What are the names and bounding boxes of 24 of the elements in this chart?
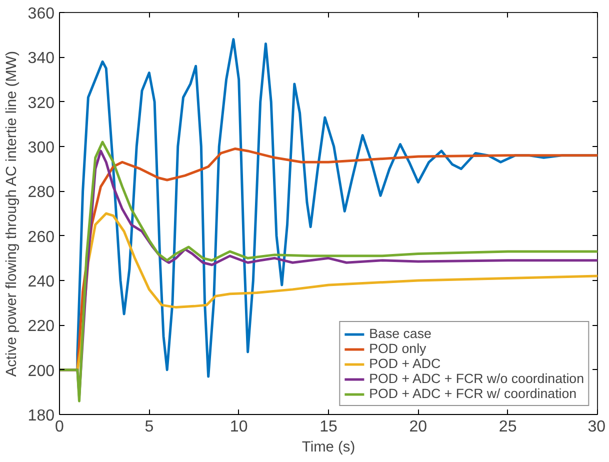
- x-tick-label: 5: [144, 418, 154, 436]
- y-axis-title: Active power flowing through AC intertie line (MW): [4, 50, 20, 377]
- x-tick-label: 10: [230, 418, 248, 436]
- y-tick-label: 360: [28, 6, 55, 22]
- x-axis-title: Time (s): [302, 440, 356, 456]
- y-tick-label: 260: [28, 228, 55, 246]
- legend-label: POD + ADC + FCR w/ coordination: [369, 386, 577, 401]
- y-tick-label: 200: [28, 362, 55, 380]
- legend-label: POD only: [369, 341, 426, 356]
- y-tick-label: 320: [28, 94, 55, 112]
- x-tick-label: 25: [498, 418, 517, 436]
- y-tick-label: 180: [28, 408, 55, 424]
- x-tick-label: 15: [320, 418, 338, 436]
- x-tick-label: 0: [55, 418, 64, 436]
- y-tick-label: 220: [28, 318, 55, 336]
- legend-label: POD + ADC: [369, 356, 441, 371]
- y-tick-label: 280: [28, 184, 55, 202]
- legend-label: Base case: [369, 326, 432, 341]
- x-tick-label: 30: [588, 418, 606, 436]
- legend-label: POD + ADC + FCR w/o coordination: [369, 371, 584, 386]
- x-tick-label: 20: [409, 418, 428, 436]
- y-tick-label: 300: [28, 140, 55, 156]
- y-tick-label: 240: [28, 274, 55, 290]
- y-tick-label: 340: [28, 50, 55, 68]
